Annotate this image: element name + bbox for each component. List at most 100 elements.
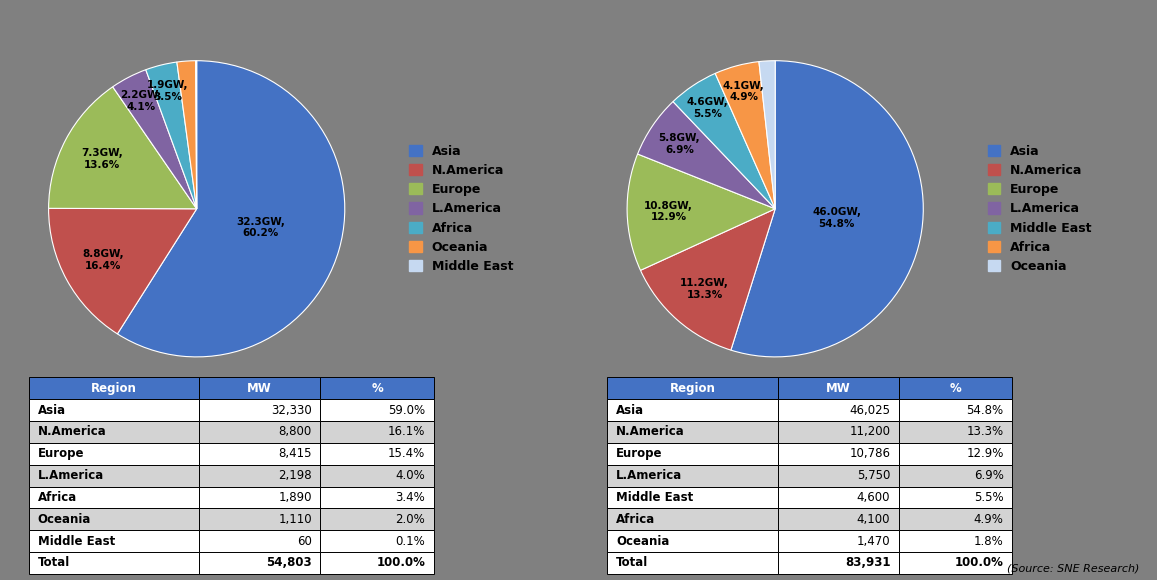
Text: 8,415: 8,415 [279,447,311,461]
FancyBboxPatch shape [29,421,199,443]
FancyBboxPatch shape [778,399,899,421]
FancyBboxPatch shape [607,530,778,552]
Text: 83,931: 83,931 [845,556,891,570]
Text: 1,890: 1,890 [279,491,311,504]
FancyBboxPatch shape [320,487,434,508]
Text: 10.8GW,
12.9%: 10.8GW, 12.9% [644,201,693,222]
FancyBboxPatch shape [29,465,199,487]
Text: 13.3%: 13.3% [966,426,1004,438]
FancyBboxPatch shape [199,465,320,487]
Text: N.America: N.America [37,426,106,438]
Wedge shape [112,70,197,209]
Legend: Asia, N.America, Europe, L.America, Middle East, Africa, Oceania: Asia, N.America, Europe, L.America, Midd… [985,142,1095,276]
FancyBboxPatch shape [778,487,899,508]
FancyBboxPatch shape [778,552,899,574]
Text: 46.0GW,
54.8%: 46.0GW, 54.8% [812,208,861,229]
FancyBboxPatch shape [899,421,1012,443]
Text: Europe: Europe [37,447,84,461]
FancyBboxPatch shape [899,508,1012,530]
FancyBboxPatch shape [320,378,434,399]
Text: Africa: Africa [37,491,76,504]
Text: Oceania: Oceania [37,513,91,525]
Text: 16.1%: 16.1% [388,426,426,438]
Text: Total: Total [37,556,69,570]
FancyBboxPatch shape [778,508,899,530]
Text: Oceania: Oceania [616,535,670,548]
Text: Region: Region [91,382,137,395]
FancyBboxPatch shape [320,399,434,421]
FancyBboxPatch shape [199,508,320,530]
FancyBboxPatch shape [899,552,1012,574]
FancyBboxPatch shape [29,487,199,508]
Text: L.America: L.America [616,469,683,482]
Text: 60: 60 [297,535,311,548]
Text: 32.3GW,
60.2%: 32.3GW, 60.2% [236,216,285,238]
Text: 11.2GW,
13.3%: 11.2GW, 13.3% [680,278,729,299]
FancyBboxPatch shape [607,399,778,421]
Text: 4,100: 4,100 [857,513,891,525]
FancyBboxPatch shape [899,487,1012,508]
Wedge shape [731,61,923,357]
Wedge shape [673,74,775,209]
Text: 54.8%: 54.8% [966,404,1004,416]
FancyBboxPatch shape [320,443,434,465]
FancyBboxPatch shape [607,443,778,465]
FancyBboxPatch shape [778,530,899,552]
Text: Middle East: Middle East [37,535,115,548]
Text: Total: Total [616,556,648,570]
Text: 6.9%: 6.9% [974,469,1004,482]
Text: 0.1%: 0.1% [396,535,426,548]
Text: Asia: Asia [616,404,644,416]
FancyBboxPatch shape [199,530,320,552]
Text: 2,198: 2,198 [278,469,311,482]
Text: 32,330: 32,330 [271,404,311,416]
Wedge shape [49,87,197,209]
Text: %: % [950,382,961,395]
FancyBboxPatch shape [29,443,199,465]
FancyBboxPatch shape [29,552,199,574]
Legend: Asia, N.America, Europe, L.America, Africa, Oceania, Middle East: Asia, N.America, Europe, L.America, Afri… [406,142,516,276]
Text: 46,025: 46,025 [849,404,891,416]
Wedge shape [627,154,775,270]
Wedge shape [715,61,775,209]
Text: 4.6GW,
5.5%: 4.6GW, 5.5% [687,97,729,119]
FancyBboxPatch shape [899,399,1012,421]
Text: 5.8GW,
6.9%: 5.8GW, 6.9% [658,133,700,155]
Text: 11,200: 11,200 [849,426,891,438]
FancyBboxPatch shape [29,378,199,399]
Text: 1.8%: 1.8% [974,535,1004,548]
Wedge shape [117,61,345,357]
Wedge shape [641,209,775,350]
FancyBboxPatch shape [199,443,320,465]
Text: 2.2GW,
4.1%: 2.2GW, 4.1% [120,90,162,112]
Text: 4.1GW,
4.9%: 4.1GW, 4.9% [723,81,765,102]
Text: L.America: L.America [37,469,104,482]
FancyBboxPatch shape [199,487,320,508]
FancyBboxPatch shape [899,378,1012,399]
Text: 2.0%: 2.0% [396,513,426,525]
FancyBboxPatch shape [199,378,320,399]
Text: MW: MW [248,382,272,395]
Text: 8.8GW,
16.4%: 8.8GW, 16.4% [82,249,124,271]
Text: 15.4%: 15.4% [388,447,426,461]
FancyBboxPatch shape [607,421,778,443]
Wedge shape [49,208,197,334]
Text: Region: Region [670,382,715,395]
Text: 7.3GW,
13.6%: 7.3GW, 13.6% [81,148,124,170]
Text: 54,803: 54,803 [266,556,311,570]
Text: Middle East: Middle East [616,491,693,504]
Text: %: % [371,382,383,395]
Text: 1,470: 1,470 [856,535,891,548]
Wedge shape [759,61,775,209]
FancyBboxPatch shape [29,530,199,552]
Text: 100.0%: 100.0% [376,556,426,570]
FancyBboxPatch shape [899,465,1012,487]
Text: 5,750: 5,750 [857,469,891,482]
Text: 1,110: 1,110 [278,513,311,525]
FancyBboxPatch shape [899,530,1012,552]
FancyBboxPatch shape [899,443,1012,465]
FancyBboxPatch shape [199,421,320,443]
FancyBboxPatch shape [607,552,778,574]
FancyBboxPatch shape [607,378,778,399]
Text: 100.0%: 100.0% [955,556,1004,570]
